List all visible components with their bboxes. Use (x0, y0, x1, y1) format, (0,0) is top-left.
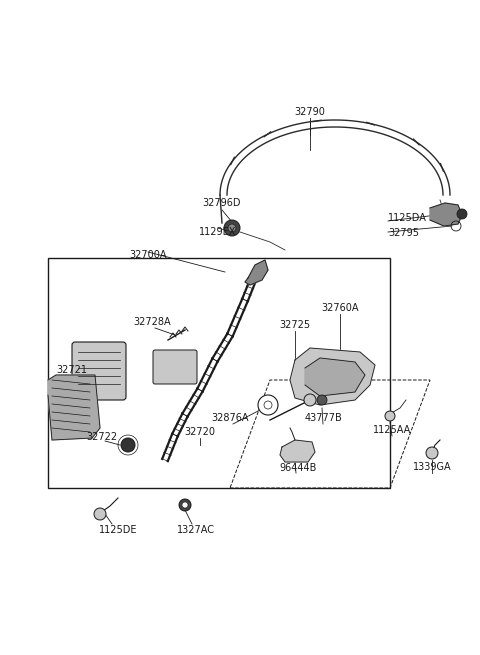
Text: 1125DA: 1125DA (388, 213, 427, 223)
Polygon shape (245, 260, 268, 285)
Text: 32720: 32720 (184, 427, 216, 437)
Text: 96444B: 96444B (279, 463, 317, 473)
Circle shape (94, 508, 106, 520)
FancyBboxPatch shape (153, 350, 197, 384)
Polygon shape (280, 440, 315, 462)
Circle shape (385, 411, 395, 421)
Polygon shape (430, 203, 462, 226)
Text: 43777B: 43777B (304, 413, 342, 423)
Circle shape (426, 447, 438, 459)
Circle shape (304, 394, 316, 406)
Text: 1125AA: 1125AA (373, 425, 411, 435)
Circle shape (457, 209, 467, 219)
Circle shape (179, 499, 191, 511)
Circle shape (182, 502, 188, 508)
Text: 1125DE: 1125DE (99, 525, 137, 535)
Circle shape (317, 395, 327, 405)
Text: 32722: 32722 (86, 432, 118, 442)
FancyBboxPatch shape (72, 342, 126, 400)
Text: 32760A: 32760A (321, 303, 359, 313)
Text: 1129EX: 1129EX (199, 227, 237, 237)
Circle shape (228, 224, 236, 232)
Text: 32795: 32795 (388, 228, 419, 238)
Text: 32796D: 32796D (203, 198, 241, 208)
Circle shape (224, 220, 240, 236)
Polygon shape (305, 358, 365, 396)
Bar (48, 258, 390, 488)
Polygon shape (48, 375, 100, 440)
Text: 32700A: 32700A (129, 250, 167, 260)
Circle shape (121, 438, 135, 452)
Text: 32728A: 32728A (133, 317, 171, 327)
Text: 32790: 32790 (295, 107, 325, 117)
Text: 1339GA: 1339GA (413, 462, 451, 472)
Text: 1327AC: 1327AC (177, 525, 215, 535)
Text: 32876A: 32876A (211, 413, 249, 423)
Text: 32725: 32725 (279, 320, 311, 330)
Circle shape (258, 395, 278, 415)
Text: 32721: 32721 (57, 365, 87, 375)
Polygon shape (290, 348, 375, 405)
